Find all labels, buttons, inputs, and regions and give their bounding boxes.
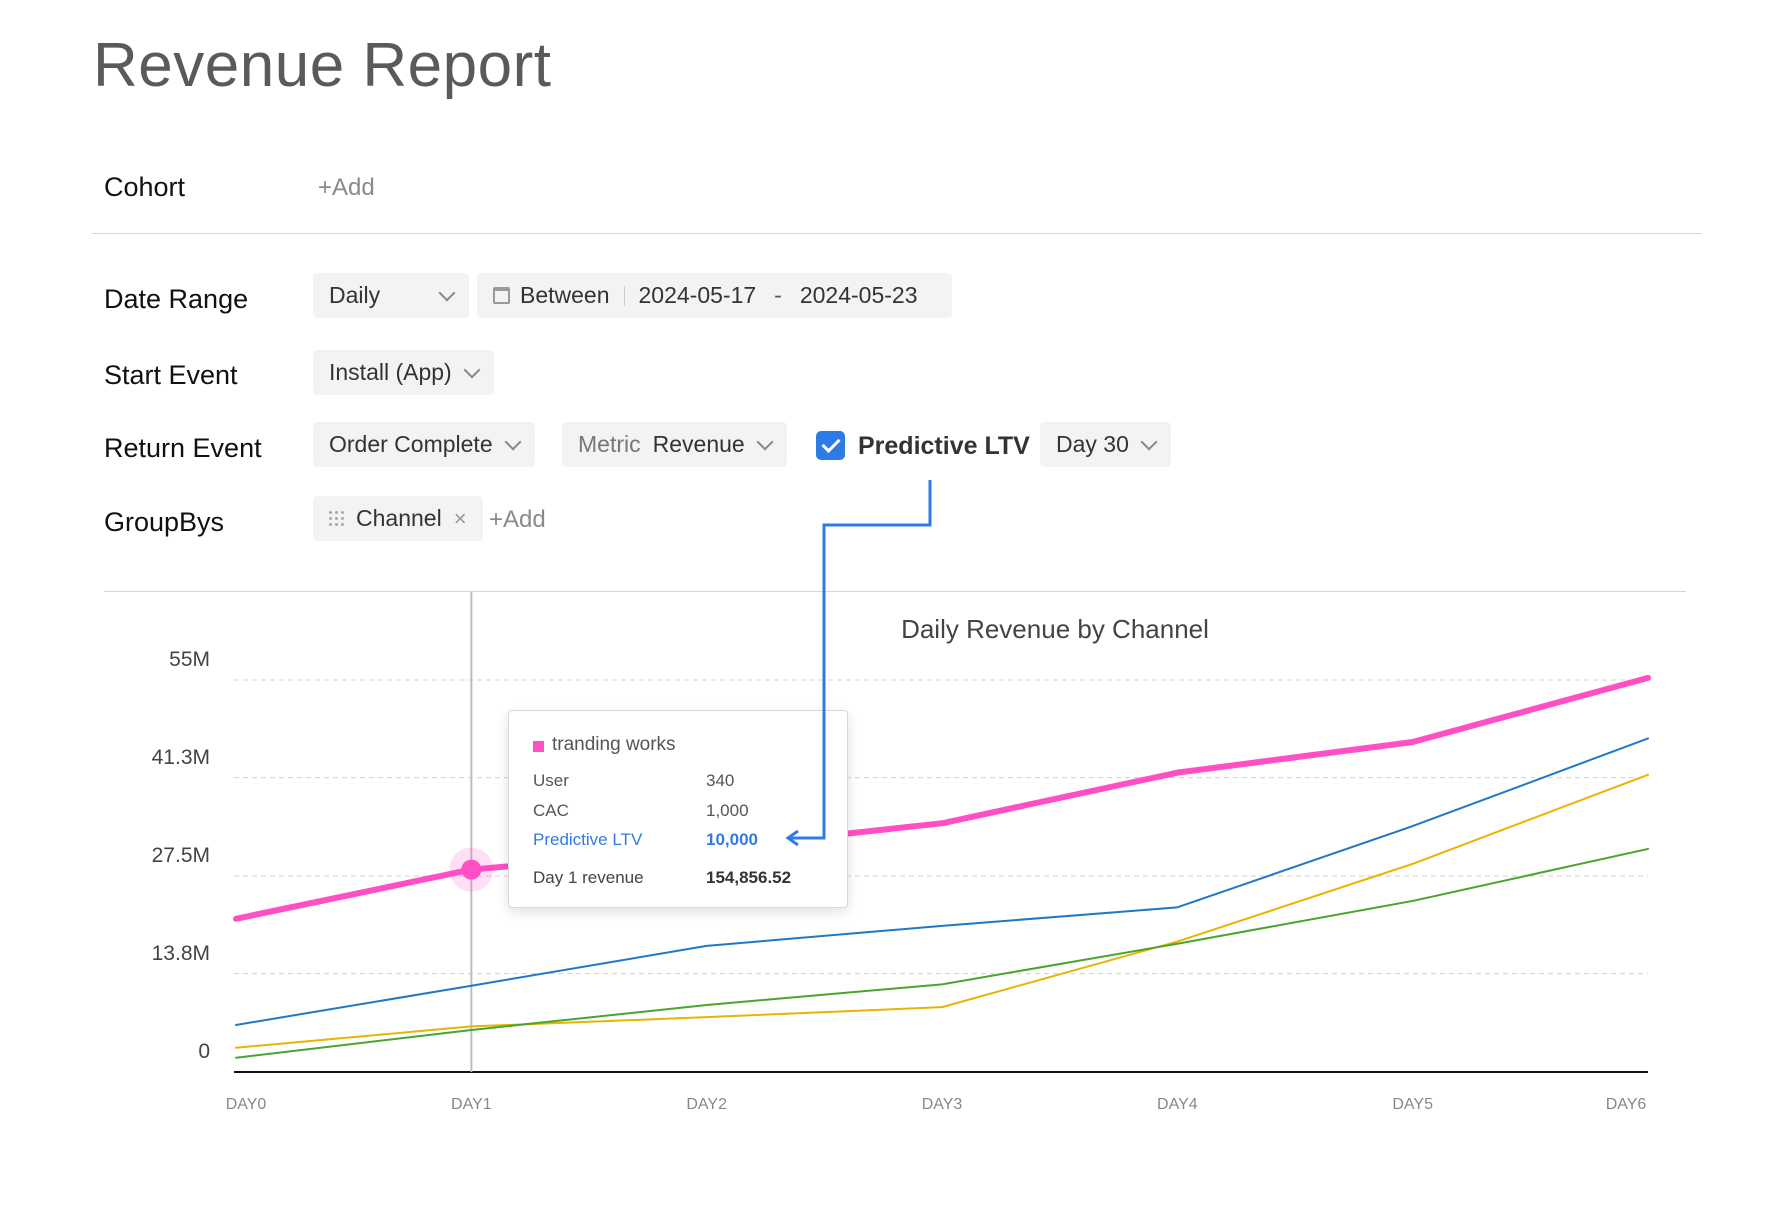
tooltip-key-day1-revenue: Day 1 revenue xyxy=(533,868,644,887)
horizon-select[interactable]: Day 30 xyxy=(1040,422,1171,467)
return-event-label: Return Event xyxy=(104,433,262,463)
tooltip-series-name: tranding works xyxy=(552,734,676,755)
y-tick-label: 27.5M xyxy=(151,844,210,867)
page-title: Revenue Report xyxy=(93,31,552,100)
series-swatch xyxy=(533,741,544,752)
x-tick-label: DAY4 xyxy=(1157,1096,1198,1113)
series-line-3 xyxy=(235,847,1649,1059)
granularity-value: Daily xyxy=(329,282,381,308)
y-tick-label: 41.3M xyxy=(151,745,210,769)
chart-tooltip: tranding works User 340 CAC 1,000 Predic… xyxy=(508,710,848,908)
cohort-add-button[interactable]: +Add xyxy=(318,174,375,201)
x-tick-label: DAY6 xyxy=(1605,1096,1647,1113)
tooltip-key-user: User xyxy=(533,771,569,790)
series-line-2 xyxy=(235,773,1649,1049)
start-event-label: Start Event xyxy=(104,360,238,390)
end-date[interactable]: 2024-05-23 xyxy=(799,282,918,308)
metric-value: Revenue xyxy=(652,431,745,457)
metric-select[interactable]: Metric Revenue xyxy=(562,422,787,467)
date-range-picker[interactable]: Between 2024-05-17 - 2024-05-23 xyxy=(477,273,952,318)
tooltip-key-cac: CAC xyxy=(533,801,569,820)
predictive-ltv-checkbox[interactable] xyxy=(816,431,845,460)
horizon-value: Day 30 xyxy=(1056,431,1129,457)
close-icon[interactable]: × xyxy=(453,505,467,531)
tooltip-key-predictive-ltv: Predictive LTV xyxy=(533,830,643,849)
y-tick-label: 13.8M xyxy=(151,941,210,965)
start-event-value: Install (App) xyxy=(329,359,452,385)
date-range-label: Date Range xyxy=(104,284,249,314)
series-line-0 xyxy=(233,674,1651,922)
return-event-select[interactable]: Order Complete xyxy=(313,422,535,467)
chart-title: Daily Revenue by Channel xyxy=(901,614,1209,644)
series-line-1 xyxy=(235,737,1649,1026)
start-event-select[interactable]: Install (App) xyxy=(313,350,494,395)
cohort-divider xyxy=(92,233,1702,234)
x-tick-label: DAY1 xyxy=(451,1096,492,1113)
groupby-chip-channel[interactable]: Channel × xyxy=(313,496,483,541)
granularity-select[interactable]: Daily xyxy=(313,273,469,318)
groupbys-label: GroupBys xyxy=(104,507,225,537)
x-tick-label: DAY2 xyxy=(686,1096,727,1113)
metric-label: Metric xyxy=(578,431,641,457)
tooltip-value-predictive-ltv: 10,000 xyxy=(706,830,758,849)
x-tick-label: DAY0 xyxy=(225,1096,267,1113)
y-tick-label: 55M xyxy=(169,648,210,671)
drag-handle-icon[interactable] xyxy=(329,511,344,526)
range-separator-line xyxy=(623,285,625,306)
x-tick-label: DAY5 xyxy=(1392,1096,1433,1113)
tooltip-value-day1-revenue: 154,856.52 xyxy=(706,868,792,887)
tooltip-value-cac: 1,000 xyxy=(706,801,749,820)
start-date[interactable]: 2024-05-17 xyxy=(638,282,757,308)
cohort-label: Cohort xyxy=(104,172,186,202)
y-tick-label: 0 xyxy=(198,1040,210,1063)
predictive-ltv-label: Predictive LTV xyxy=(858,432,1030,460)
return-event-value: Order Complete xyxy=(329,431,493,457)
calendar-icon xyxy=(493,287,510,304)
between-label: Between xyxy=(520,282,610,308)
groupby-add-button[interactable]: +Add xyxy=(489,506,546,533)
range-dash: - xyxy=(774,282,782,308)
groupby-chip-label: Channel xyxy=(356,505,442,531)
tooltip-value-user: 340 xyxy=(706,771,735,790)
hover-point xyxy=(461,859,482,880)
x-tick-label: DAY3 xyxy=(921,1096,963,1113)
